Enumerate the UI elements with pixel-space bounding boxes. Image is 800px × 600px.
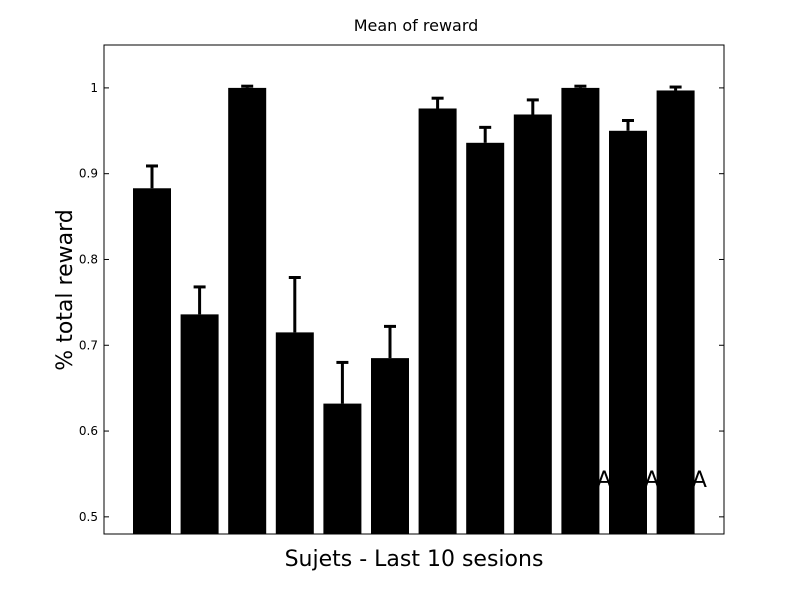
bar-9 [513, 114, 552, 534]
chart-title: Mean of reward [354, 16, 479, 35]
error-bars-group [146, 84, 682, 404]
y-tick-label: 0.7 [79, 338, 98, 352]
y-tick-label: 0.9 [79, 167, 98, 181]
bar-10 [561, 87, 600, 534]
error-bar-6 [384, 324, 396, 359]
error-bar-7 [431, 96, 444, 109]
error-bar-5 [336, 360, 349, 404]
annotation-label-2: A [644, 468, 659, 493]
y-ticks-group: 0.5 0.6 0.7 0.8 0.9 1 [79, 81, 724, 524]
bar-12 [656, 90, 695, 535]
bar-5 [323, 403, 362, 534]
bar-2 [180, 314, 219, 534]
bar-1 [133, 188, 171, 534]
error-bar-10 [574, 84, 587, 88]
error-bar-1 [146, 164, 158, 189]
bar-6 [371, 358, 409, 534]
bar-8 [466, 142, 505, 535]
bar-11 [609, 130, 647, 534]
error-bar-8 [479, 125, 492, 143]
bar-4 [275, 332, 314, 534]
error-bar-12 [669, 85, 682, 91]
error-bar-3 [241, 84, 254, 88]
y-tick-label: 1 [90, 81, 98, 95]
y-axis-label: % total reward [53, 209, 78, 370]
error-bar-9 [526, 98, 539, 115]
error-bar-11 [622, 118, 634, 131]
x-axis-label: Sujets - Last 10 sesions [285, 547, 544, 572]
y-tick-label: 0.5 [79, 510, 98, 524]
annotation-label-3: A [692, 468, 707, 493]
y-tick-label: 0.6 [79, 424, 98, 438]
error-bar-4 [288, 275, 301, 333]
bar-3 [228, 87, 267, 534]
y-tick-label: 0.8 [79, 252, 98, 266]
annotation-label-1: A [597, 468, 612, 493]
bars-group [133, 87, 695, 535]
bar-7 [418, 108, 457, 535]
plot-frame [103, 44, 725, 535]
error-bar-2 [193, 285, 206, 315]
